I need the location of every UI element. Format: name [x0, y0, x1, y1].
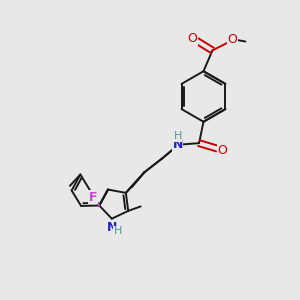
- Text: H: H: [173, 131, 182, 141]
- Text: O: O: [188, 32, 197, 45]
- Text: N: N: [172, 138, 183, 151]
- Text: H: H: [114, 226, 122, 236]
- Text: N: N: [106, 220, 117, 233]
- Text: F: F: [88, 191, 97, 204]
- Text: O: O: [217, 144, 227, 157]
- Text: O: O: [228, 33, 238, 46]
